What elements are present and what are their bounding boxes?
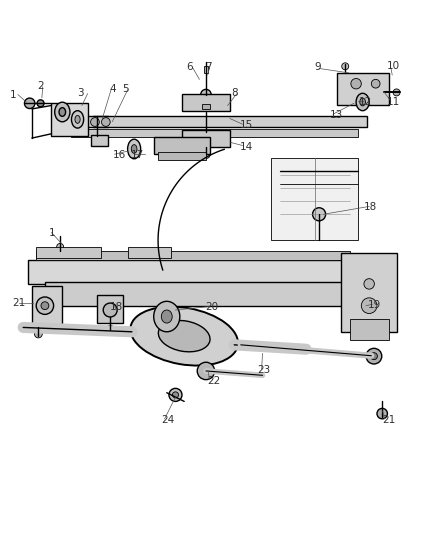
Circle shape	[25, 98, 35, 109]
Circle shape	[197, 362, 215, 379]
Bar	[51, 103, 88, 136]
Circle shape	[103, 303, 117, 317]
Circle shape	[91, 118, 99, 126]
Circle shape	[102, 118, 110, 126]
Text: 23: 23	[257, 365, 271, 375]
Text: 2: 2	[38, 81, 44, 91]
Circle shape	[377, 408, 388, 419]
Bar	[36, 251, 350, 260]
Text: 17: 17	[131, 150, 145, 160]
Text: 4: 4	[110, 84, 116, 94]
Bar	[36, 247, 102, 258]
Text: 22: 22	[207, 376, 220, 385]
Circle shape	[106, 325, 114, 333]
Ellipse shape	[356, 93, 369, 111]
Text: 7: 7	[205, 62, 211, 72]
Bar	[350, 319, 389, 341]
Circle shape	[371, 353, 378, 360]
Bar	[336, 73, 389, 106]
Bar	[341, 254, 397, 332]
Text: 13: 13	[330, 110, 343, 120]
Circle shape	[342, 63, 349, 70]
Circle shape	[371, 79, 380, 88]
Ellipse shape	[360, 98, 365, 106]
Circle shape	[393, 89, 400, 96]
Text: 24: 24	[162, 415, 175, 425]
Bar	[204, 66, 208, 73]
Text: 1: 1	[48, 228, 55, 238]
Circle shape	[41, 302, 49, 310]
Text: 16: 16	[113, 150, 126, 160]
Text: 12: 12	[359, 97, 372, 107]
Bar	[53, 116, 367, 127]
Text: 21: 21	[382, 415, 396, 425]
Ellipse shape	[158, 320, 210, 352]
Text: 6: 6	[186, 62, 193, 72]
Circle shape	[313, 208, 325, 221]
Ellipse shape	[154, 301, 180, 332]
Bar	[28, 260, 354, 284]
Text: 1: 1	[10, 90, 17, 100]
Bar	[182, 130, 230, 147]
Circle shape	[351, 78, 361, 89]
Circle shape	[35, 330, 42, 338]
Text: 15: 15	[240, 120, 253, 130]
Text: 8: 8	[231, 88, 238, 98]
Bar	[127, 247, 171, 258]
Bar	[158, 152, 206, 160]
Bar	[182, 94, 230, 111]
Bar	[154, 137, 210, 154]
Circle shape	[169, 389, 182, 401]
Text: 9: 9	[314, 62, 321, 72]
Text: 14: 14	[240, 142, 253, 152]
Bar	[71, 129, 358, 137]
Text: 11: 11	[387, 97, 400, 107]
Circle shape	[366, 349, 382, 364]
Text: 18: 18	[110, 302, 123, 312]
Ellipse shape	[127, 139, 141, 159]
Circle shape	[361, 298, 377, 313]
Ellipse shape	[75, 116, 80, 123]
Text: 19: 19	[368, 300, 381, 310]
Text: 10: 10	[387, 61, 400, 71]
Ellipse shape	[131, 306, 238, 366]
Text: 20: 20	[205, 302, 218, 312]
Ellipse shape	[55, 102, 70, 122]
Circle shape	[37, 100, 44, 107]
Ellipse shape	[59, 108, 66, 116]
Circle shape	[173, 392, 179, 398]
Text: 18: 18	[364, 203, 377, 212]
Circle shape	[201, 150, 210, 158]
Circle shape	[201, 90, 211, 100]
Bar	[91, 135, 108, 146]
Circle shape	[57, 244, 64, 251]
Ellipse shape	[161, 310, 172, 323]
Bar	[32, 286, 62, 325]
Text: 21: 21	[12, 298, 25, 309]
Bar	[45, 282, 350, 305]
Circle shape	[364, 279, 374, 289]
Ellipse shape	[71, 111, 84, 128]
Ellipse shape	[131, 144, 137, 154]
Bar	[97, 295, 123, 323]
Text: 5: 5	[122, 84, 129, 94]
Text: 3: 3	[78, 88, 84, 98]
Bar	[201, 104, 210, 109]
Circle shape	[36, 297, 53, 314]
Bar	[271, 158, 358, 240]
